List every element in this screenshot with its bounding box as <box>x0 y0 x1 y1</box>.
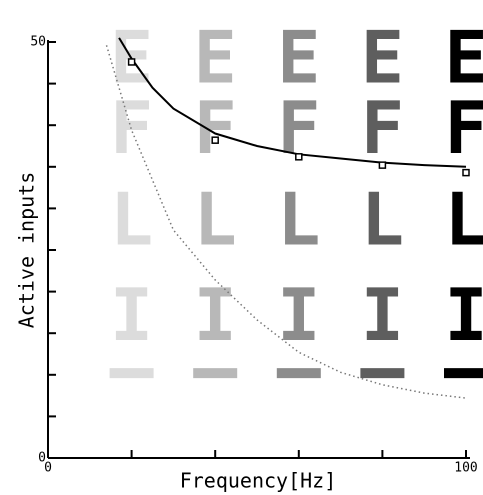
y-axis-label: Active inputs <box>15 172 39 329</box>
x-axis-label: Frequency[Hz] <box>180 469 337 493</box>
y-tick-label: 50 <box>30 35 46 50</box>
stimulus-bar <box>360 368 405 379</box>
stimulus-letter: F <box>361 86 404 170</box>
stimulus-letter: I <box>110 273 153 357</box>
y-tick-label: 0 <box>38 451 46 466</box>
fit-curve <box>118 37 467 168</box>
stimulus-letter: I <box>194 273 237 357</box>
stimulus-letter: I <box>361 273 404 357</box>
data-point <box>211 136 219 144</box>
stimulus-letter: E <box>444 15 483 99</box>
stimulus-letter: E <box>361 15 404 99</box>
stimulus-letter: I <box>444 273 483 357</box>
data-point <box>462 168 470 177</box>
stimulus-bar <box>193 368 238 379</box>
stimulus-bar <box>109 368 154 379</box>
stimulus-letter: L <box>277 178 320 262</box>
stimulus-letter: L <box>110 178 153 262</box>
stimulus-letter: E <box>194 15 237 99</box>
stimulus-letter: L <box>361 178 404 262</box>
stimulus-letter: E <box>277 15 320 99</box>
x-tick-label: 0 <box>44 461 52 476</box>
data-point <box>295 153 303 161</box>
stimulus-letter: I <box>277 273 320 357</box>
stimulus-bar <box>276 368 321 379</box>
data-point <box>127 58 136 66</box>
stimulus-letter: L <box>194 178 237 262</box>
stimulus-letter: F <box>194 86 237 170</box>
stimulus-bar <box>444 368 483 379</box>
x-tick-label: 100 <box>454 461 477 476</box>
stimulus-letter: L <box>444 178 483 262</box>
stimulus-letter: F <box>444 86 483 170</box>
data-point <box>378 161 387 169</box>
